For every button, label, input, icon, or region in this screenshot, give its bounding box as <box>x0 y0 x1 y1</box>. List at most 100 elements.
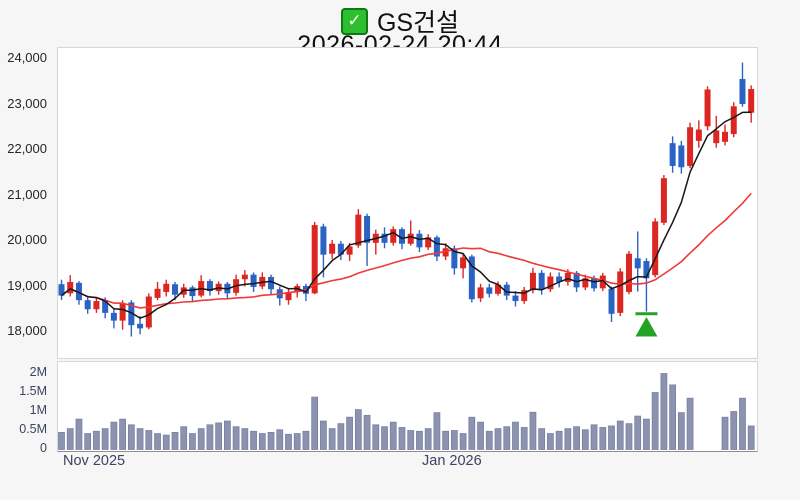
volume-bar <box>93 430 100 450</box>
volume-bar <box>276 429 284 450</box>
candle-body <box>521 290 528 302</box>
candle-body <box>329 243 336 254</box>
volume-bar <box>215 422 223 450</box>
candle-body <box>730 106 737 135</box>
volume-bar <box>311 396 319 450</box>
candle-body <box>678 145 685 168</box>
volume-bar <box>547 433 554 450</box>
volume-bar <box>58 432 65 450</box>
candle-body <box>660 178 667 223</box>
candle-body <box>407 233 414 244</box>
volume-bar <box>477 421 484 450</box>
candle-body <box>564 272 571 282</box>
candle-body <box>268 276 275 290</box>
volume-bar <box>145 430 153 450</box>
candle-body <box>390 229 397 243</box>
volume-bar <box>101 428 109 450</box>
volume-bar <box>686 397 694 450</box>
candle-body <box>102 300 109 313</box>
candle-body <box>128 302 135 326</box>
candle-body <box>364 215 371 243</box>
volume-bar <box>564 428 572 450</box>
candle-body <box>617 271 624 313</box>
volume-bar <box>442 430 450 450</box>
volume-bar <box>721 416 729 450</box>
candle-body <box>110 312 117 321</box>
volume-bar <box>590 424 598 450</box>
price-panel <box>57 47 758 359</box>
candle-body <box>739 79 746 105</box>
volume-bar <box>485 430 493 450</box>
volume-bar <box>127 424 135 450</box>
volume-bar <box>320 420 327 450</box>
volume-bar <box>110 421 118 450</box>
candle-body <box>704 89 711 127</box>
volume-bar <box>398 427 406 450</box>
candle-body <box>468 256 475 300</box>
volume-bar <box>468 416 476 450</box>
candle-body <box>652 221 659 276</box>
x-axis-label-jan-2026: Jan 2026 <box>422 453 482 469</box>
checked-checkbox-icon[interactable]: ✓ <box>340 7 368 35</box>
volume-bar <box>258 433 266 450</box>
candle-body <box>145 296 152 328</box>
volume-panel <box>57 361 758 452</box>
candle-body <box>503 284 510 296</box>
volume-bar <box>416 430 423 450</box>
candle-body <box>608 288 615 314</box>
candle-body <box>460 257 467 269</box>
candle-body <box>669 143 676 166</box>
volume-bar <box>459 433 467 450</box>
candle-body <box>442 248 449 257</box>
volume-bar <box>328 428 336 450</box>
volume-bar <box>503 426 511 450</box>
candle-body <box>381 233 388 243</box>
ma-slow-line <box>61 192 752 309</box>
volume-bar <box>677 412 685 450</box>
candle-body <box>591 278 598 289</box>
candle-body <box>486 287 493 294</box>
candle-body <box>137 323 144 329</box>
volume-bar <box>450 430 458 450</box>
volume-bar <box>608 425 615 450</box>
candle-body <box>311 225 318 294</box>
candle-body <box>346 246 353 255</box>
candle-body <box>320 226 327 255</box>
volume-bar <box>599 427 607 450</box>
candle-body <box>748 89 755 113</box>
candle-body <box>643 261 650 279</box>
volume-bar <box>739 397 746 450</box>
candle-body <box>634 258 641 269</box>
volume-bar <box>206 424 214 450</box>
candle-body <box>695 129 702 141</box>
candle-body <box>722 131 729 142</box>
volume-bar <box>224 420 231 450</box>
candle-body <box>451 248 458 269</box>
candle-body <box>84 300 91 310</box>
candle-body <box>512 295 519 302</box>
candle-body <box>250 274 257 287</box>
candle-body <box>599 275 606 289</box>
chart-title: ✓ GS건설 <box>0 3 800 39</box>
candle-body <box>67 281 74 294</box>
symbol-name: GS건설 <box>376 9 460 37</box>
volume-bar <box>162 434 170 450</box>
candle-body <box>206 281 213 292</box>
volume-bar <box>381 426 388 450</box>
candle-body <box>154 288 161 298</box>
volume-bar <box>84 433 92 450</box>
volume-bar <box>363 414 371 450</box>
volume-bar <box>651 392 659 450</box>
volume-bar <box>747 425 755 450</box>
volume-bar <box>538 428 546 450</box>
candle-body <box>547 276 554 290</box>
candle-body <box>285 291 292 301</box>
volume-bar <box>433 412 441 450</box>
volume-bar <box>555 430 563 450</box>
candle-body <box>529 272 536 291</box>
candlestick-chart <box>58 62 755 337</box>
volume-bar <box>189 433 196 450</box>
volume-bar <box>573 426 580 450</box>
candle-body <box>713 130 720 144</box>
volume-bar <box>634 415 642 450</box>
